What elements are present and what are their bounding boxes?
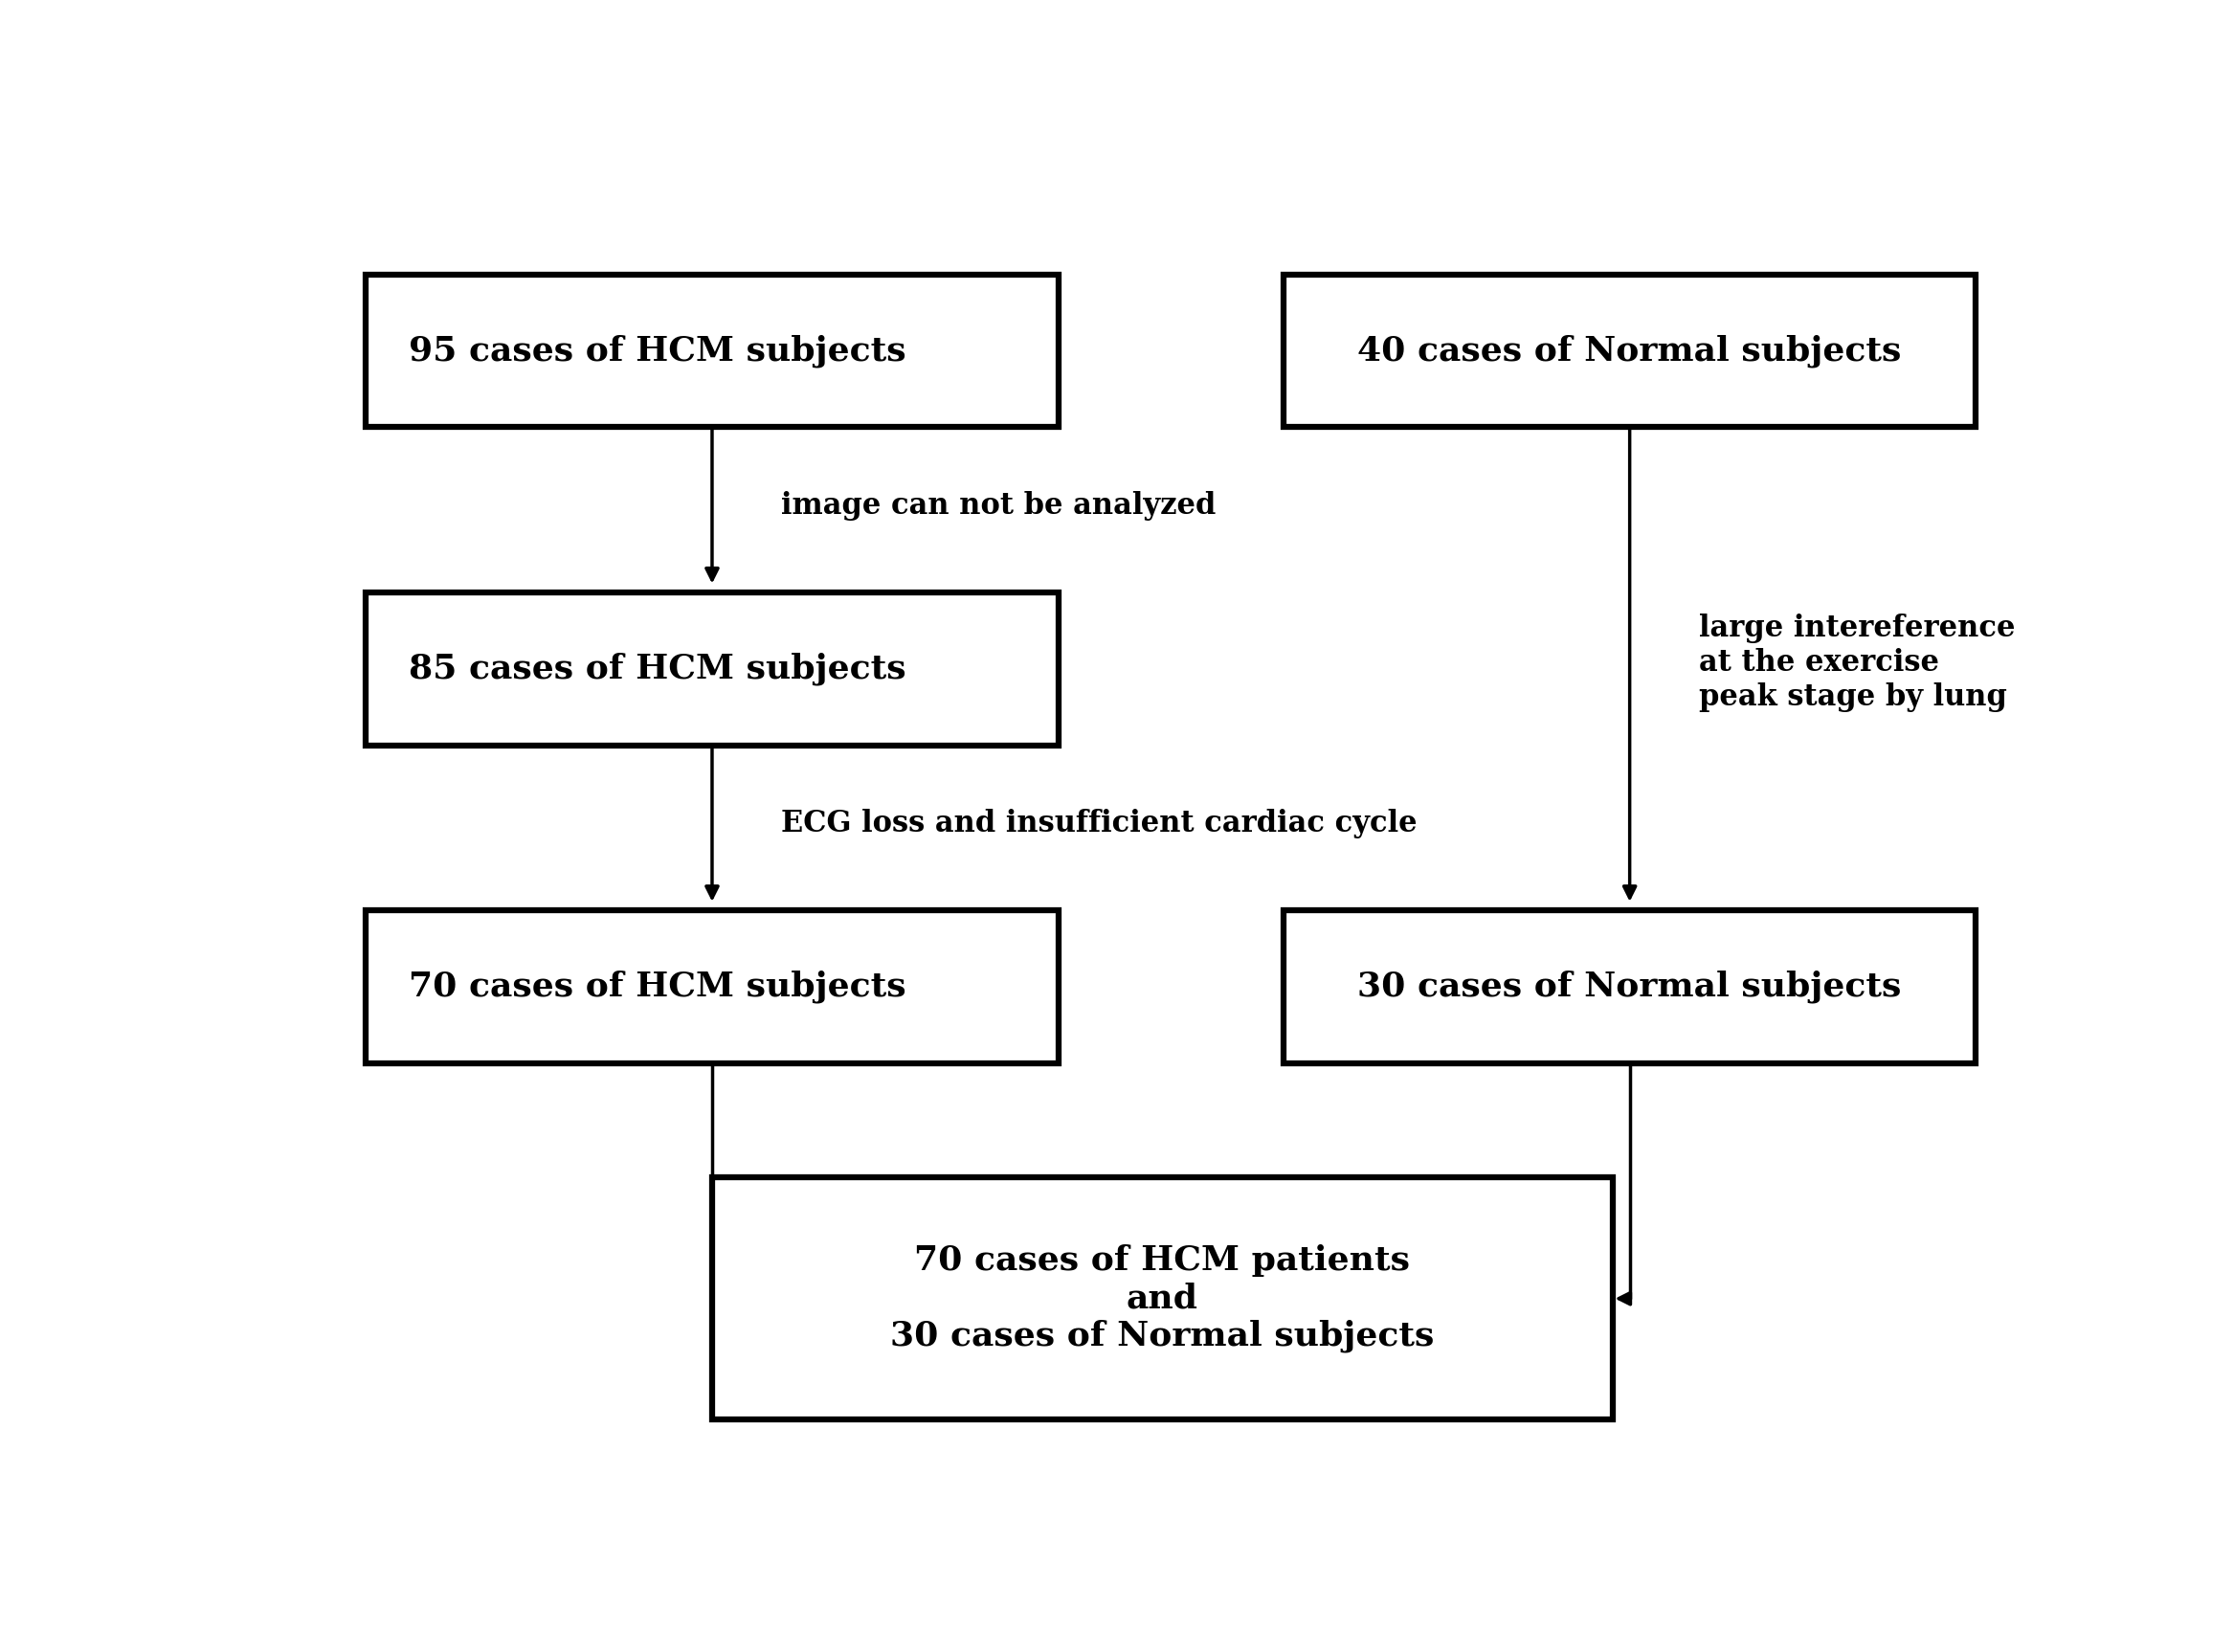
FancyBboxPatch shape <box>366 910 1059 1064</box>
Text: 95 cases of HCM subjects: 95 cases of HCM subjects <box>409 334 907 367</box>
Text: 85 cases of HCM subjects: 85 cases of HCM subjects <box>409 653 907 686</box>
Text: 40 cases of Normal subjects: 40 cases of Normal subjects <box>1358 334 1901 367</box>
Text: 70 cases of HCM patients
and
30 cases of Normal subjects: 70 cases of HCM patients and 30 cases of… <box>889 1244 1434 1353</box>
Text: image can not be analyzed: image can not be analyzed <box>782 491 1215 520</box>
Text: 30 cases of Normal subjects: 30 cases of Normal subjects <box>1358 970 1901 1003</box>
Text: 70 cases of HCM subjects: 70 cases of HCM subjects <box>409 970 907 1003</box>
FancyBboxPatch shape <box>713 1178 1613 1419</box>
FancyBboxPatch shape <box>366 274 1059 428</box>
FancyBboxPatch shape <box>366 593 1059 745</box>
Text: large intereference
at the exercise
peak stage by lung: large intereference at the exercise peak… <box>1698 613 2015 712</box>
FancyBboxPatch shape <box>1282 910 1975 1064</box>
FancyBboxPatch shape <box>1282 274 1975 428</box>
Text: ECG loss and insufficient cardiac cycle: ECG loss and insufficient cardiac cycle <box>782 809 1419 839</box>
